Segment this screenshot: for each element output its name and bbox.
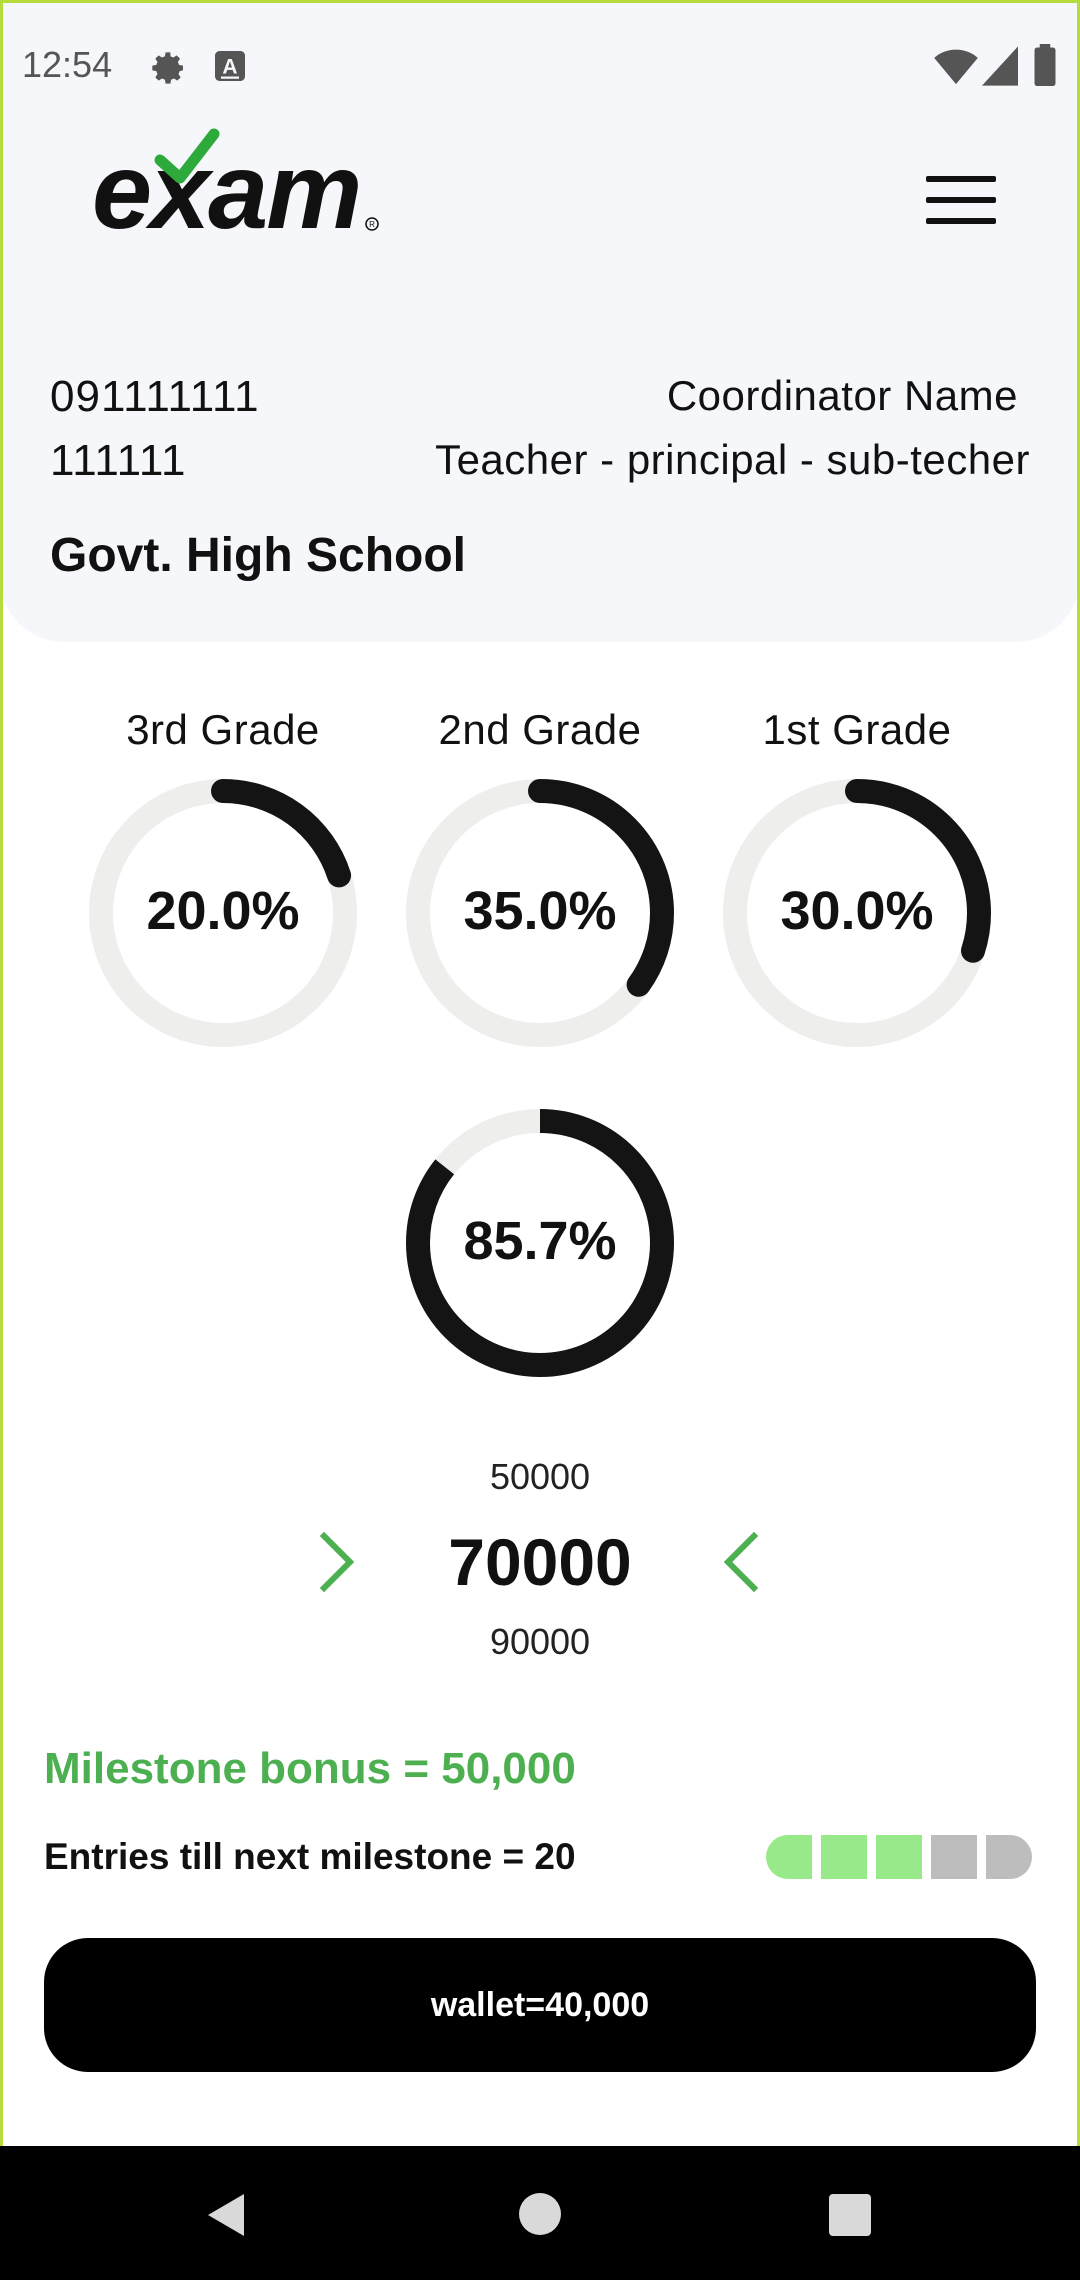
ring-progress-arc <box>89 779 357 1047</box>
wifi-icon <box>934 49 978 85</box>
battery-icon <box>1034 44 1056 86</box>
grade-label-1st: 1st Grade <box>762 706 952 753</box>
status-bar: 12:54 A <box>0 0 1080 136</box>
a-icon: A <box>215 51 245 81</box>
grade-percent-1st: 30.0% <box>780 881 934 941</box>
milestone-segment-2 <box>821 1835 867 1879</box>
wallet-label: wallet=40,000 <box>430 1985 650 2024</box>
chevron-right-icon[interactable] <box>310 1530 360 1594</box>
gear-icon <box>152 52 183 84</box>
overall-percent: 85.7% <box>463 1211 617 1271</box>
grade-label-3rd: 3rd Grade <box>126 706 320 753</box>
milestone-segment-4 <box>931 1835 977 1879</box>
home-icon[interactable] <box>518 2192 562 2236</box>
signal-icon <box>982 46 1018 86</box>
hamburger-icon <box>926 176 996 182</box>
school-name: Govt. High School <box>50 529 466 582</box>
menu-button[interactable] <box>920 170 1000 230</box>
svg-text:exam: exam <box>92 130 360 238</box>
status-time: 12:54 <box>22 44 113 85</box>
entries-till-milestone: Entries till next milestone = 20 <box>44 1836 576 1877</box>
system-nav-bar <box>0 2146 1080 2280</box>
ring-progress-arc <box>406 1109 674 1377</box>
phone-line-1: 091111111 <box>50 372 260 421</box>
grade-percent-3rd: 20.0% <box>146 881 300 941</box>
grade-percent-2nd: 35.0% <box>463 881 617 941</box>
ring-progress-arc <box>723 779 991 1047</box>
exam-logo: exam R <box>92 128 379 238</box>
overall-ring <box>406 1109 674 1377</box>
svg-text:R: R <box>369 220 375 229</box>
coordinator-name: Coordinator Name <box>666 372 1018 419</box>
recents-icon[interactable] <box>828 2193 872 2237</box>
milestone-segment-5 <box>986 1835 1032 1879</box>
picker-next-value[interactable]: 90000 <box>489 1621 591 1662</box>
chevron-left-icon[interactable] <box>718 1530 768 1594</box>
milestone-segment-1 <box>766 1835 812 1879</box>
grade-label-2nd: 2nd Grade <box>438 706 642 753</box>
picker-current-value: 70000 <box>448 1525 632 1599</box>
grade-ring-2nd <box>406 779 674 1047</box>
picker-prev-value[interactable]: 50000 <box>489 1456 591 1497</box>
coordinator-roles: Teacher - principal - sub-techer <box>435 436 1030 483</box>
back-icon[interactable] <box>204 2192 246 2238</box>
svg-text:A: A <box>222 56 237 79</box>
milestone-segment-3 <box>876 1835 922 1879</box>
grade-ring-3rd <box>89 779 357 1047</box>
ring-progress-arc <box>406 779 674 1047</box>
grade-ring-1st <box>723 779 991 1047</box>
phone-line-2: 111111 <box>50 436 187 485</box>
header-panel <box>0 0 1080 642</box>
wallet-button[interactable]: wallet=40,000 <box>44 1938 1036 2072</box>
milestone-bonus: Milestone bonus = 50,000 <box>44 1744 576 1793</box>
